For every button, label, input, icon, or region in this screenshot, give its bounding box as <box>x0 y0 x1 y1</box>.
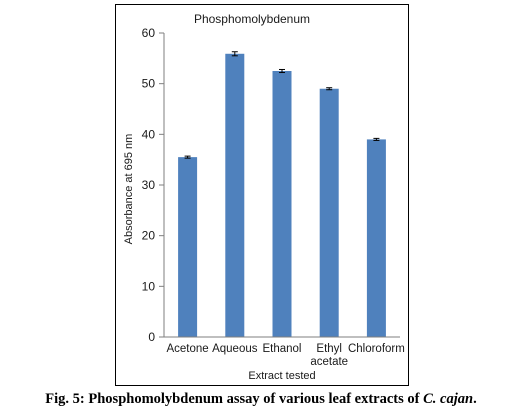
y-tick-label: 50 <box>142 77 156 91</box>
bar <box>272 71 292 337</box>
y-axis-label: Absorbance at 695 nm <box>123 134 135 245</box>
figure-caption: Fig. 5: Phosphomolybdenum assay of vario… <box>0 391 522 408</box>
bars <box>178 51 386 337</box>
y-axis-ticks: 0 10 20 30 40 50 60 <box>142 26 164 344</box>
chart-title: Phosphomolybdenum <box>194 12 310 26</box>
x-axis-label: Extract tested <box>248 370 315 382</box>
x-tick-label: Chloroform <box>348 343 405 355</box>
bar <box>225 53 245 337</box>
caption-species: C. cajan <box>423 391 474 407</box>
bar <box>178 157 198 337</box>
y-tick-label: 60 <box>142 26 156 40</box>
bar-chart: Phosphomolybdenum Absorbance at 695 nm E… <box>123 12 405 382</box>
x-tick-label: Ethyl acetate <box>310 343 348 368</box>
bar <box>319 88 339 337</box>
y-tick-label: 0 <box>148 330 155 344</box>
chart-frame: Phosphomolybdenum Absorbance at 695 nm E… <box>115 4 409 386</box>
x-axis-tick-labels: Acetone Aqueous Ethanol Ethyl acetateChlorof… <box>166 343 404 368</box>
y-tick-label: 10 <box>142 279 156 293</box>
bar <box>366 139 386 337</box>
caption-suffix: . <box>473 391 477 407</box>
x-tick-label: Acetone <box>166 343 208 355</box>
y-tick-label: 30 <box>142 178 156 192</box>
y-tick-label: 20 <box>142 229 156 243</box>
y-tick-label: 40 <box>142 127 156 141</box>
x-tick-label: Aqueous <box>212 343 258 355</box>
caption-prefix: Fig. 5: Phosphomolybdenum assay of vario… <box>45 391 424 407</box>
x-tick-label: Ethanol <box>262 343 301 355</box>
